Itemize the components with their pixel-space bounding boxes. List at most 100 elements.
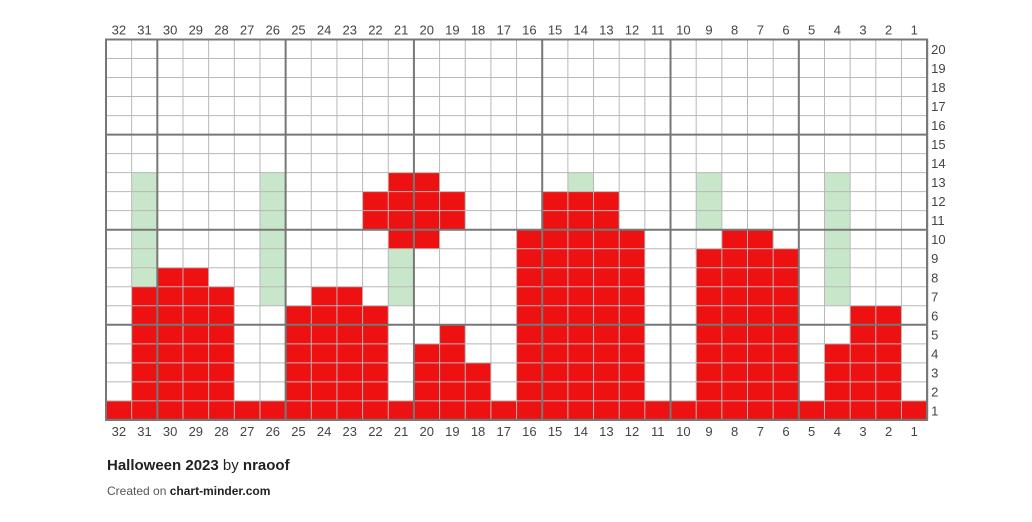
stitch-cell-red[interactable] [362, 324, 389, 344]
stitch-cell-red[interactable] [516, 343, 543, 363]
stitch-cell-red[interactable] [157, 267, 183, 287]
stitch-cell-red[interactable] [542, 362, 568, 382]
stitch-cell-red[interactable] [131, 381, 158, 401]
stitch-cell-red[interactable] [619, 343, 645, 363]
stitch-cell-red[interactable] [311, 343, 337, 363]
stitch-cell-red[interactable] [721, 400, 748, 420]
stitch-cell-green[interactable] [824, 286, 851, 306]
stitch-cell-red[interactable] [516, 267, 543, 287]
stitch-cell-green[interactable] [259, 172, 286, 192]
stitch-cell-red[interactable] [567, 362, 594, 382]
stitch-cell-green[interactable] [131, 229, 158, 249]
stitch-cell-red[interactable] [413, 210, 440, 230]
stitch-cell-red[interactable] [208, 362, 235, 382]
stitch-cell-red[interactable] [567, 400, 594, 420]
stitch-cell-green[interactable] [696, 210, 722, 230]
stitch-cell-red[interactable] [542, 229, 568, 249]
stitch-cell-red[interactable] [336, 305, 363, 325]
stitch-cell-red[interactable] [542, 267, 568, 287]
stitch-cell-red[interactable] [131, 362, 158, 382]
stitch-cell-red[interactable] [182, 400, 209, 420]
stitch-cell-red[interactable] [439, 343, 466, 363]
stitch-cell-red[interactable] [773, 381, 799, 401]
stitch-cell-red[interactable] [875, 324, 902, 344]
stitch-cell-red[interactable] [413, 400, 440, 420]
stitch-cell-red[interactable] [747, 305, 774, 325]
stitch-cell-red[interactable] [593, 267, 620, 287]
stitch-cell-red[interactable] [593, 343, 620, 363]
stitch-cell-green[interactable] [131, 210, 158, 230]
stitch-cell-red[interactable] [542, 343, 568, 363]
stitch-cell-red[interactable] [131, 343, 158, 363]
stitch-cell-red[interactable] [182, 343, 209, 363]
stitch-cell-red[interactable] [850, 343, 876, 363]
stitch-cell-red[interactable] [413, 229, 440, 249]
stitch-cell-red[interactable] [311, 362, 337, 382]
stitch-cell-red[interactable] [336, 324, 363, 344]
stitch-cell-red[interactable] [747, 343, 774, 363]
stitch-cell-red[interactable] [362, 400, 389, 420]
stitch-cell-red[interactable] [208, 400, 235, 420]
stitch-cell-red[interactable] [721, 267, 748, 287]
stitch-cell-red[interactable] [362, 210, 389, 230]
stitch-cell-red[interactable] [696, 286, 722, 306]
stitch-cell-red[interactable] [157, 286, 183, 306]
stitch-cell-red[interactable] [747, 400, 774, 420]
stitch-cell-red[interactable] [413, 172, 440, 192]
stitch-cell-red[interactable] [542, 381, 568, 401]
stitch-cell-red[interactable] [619, 381, 645, 401]
stitch-cell-red[interactable] [747, 286, 774, 306]
stitch-cell-red[interactable] [465, 381, 491, 401]
stitch-cell-green[interactable] [824, 267, 851, 287]
stitch-cell-red[interactable] [439, 324, 466, 344]
stitch-cell-red[interactable] [644, 400, 671, 420]
stitch-cell-red[interactable] [157, 381, 183, 401]
stitch-cell-red[interactable] [208, 381, 235, 401]
stitch-cell-green[interactable] [131, 191, 158, 211]
stitch-cell-red[interactable] [567, 210, 594, 230]
stitch-cell-red[interactable] [490, 400, 517, 420]
stitch-cell-red[interactable] [875, 343, 902, 363]
stitch-cell-red[interactable] [336, 343, 363, 363]
stitch-cell-red[interactable] [747, 381, 774, 401]
stitch-cell-red[interactable] [516, 362, 543, 382]
stitch-cell-red[interactable] [850, 324, 876, 344]
stitch-cell-red[interactable] [336, 362, 363, 382]
stitch-cell-red[interactable] [311, 381, 337, 401]
stitch-cell-red[interactable] [542, 248, 568, 268]
stitch-cell-red[interactable] [696, 305, 722, 325]
stitch-cell-red[interactable] [619, 305, 645, 325]
stitch-cell-red[interactable] [388, 210, 414, 230]
stitch-cell-red[interactable] [593, 305, 620, 325]
stitch-cell-red[interactable] [388, 400, 414, 420]
stitch-cell-red[interactable] [362, 305, 389, 325]
stitch-cell-red[interactable] [773, 324, 799, 344]
stitch-cell-red[interactable] [131, 324, 158, 344]
stitch-cell-red[interactable] [901, 400, 928, 420]
stitch-cell-red[interactable] [773, 267, 799, 287]
stitch-cell-red[interactable] [182, 286, 209, 306]
stitch-cell-red[interactable] [311, 400, 337, 420]
stitch-cell-red[interactable] [593, 229, 620, 249]
stitch-cell-red[interactable] [336, 381, 363, 401]
stitch-cell-red[interactable] [208, 324, 235, 344]
stitch-cell-red[interactable] [182, 267, 209, 287]
stitch-cell-red[interactable] [773, 286, 799, 306]
stitch-cell-red[interactable] [696, 324, 722, 344]
stitch-cell-green[interactable] [388, 267, 414, 287]
stitch-cell-red[interactable] [824, 400, 851, 420]
stitch-cell-red[interactable] [542, 191, 568, 211]
stitch-cell-red[interactable] [285, 362, 312, 382]
stitch-cell-red[interactable] [439, 362, 466, 382]
stitch-cell-red[interactable] [593, 381, 620, 401]
stitch-cell-red[interactable] [285, 324, 312, 344]
stitch-cell-red[interactable] [850, 305, 876, 325]
stitch-cell-red[interactable] [619, 267, 645, 287]
stitch-cell-red[interactable] [413, 381, 440, 401]
stitch-cell-red[interactable] [696, 267, 722, 287]
stitch-cell-red[interactable] [747, 267, 774, 287]
stitch-cell-red[interactable] [619, 286, 645, 306]
stitch-cell-red[interactable] [208, 305, 235, 325]
stitch-cell-green[interactable] [259, 210, 286, 230]
stitch-cell-red[interactable] [413, 191, 440, 211]
